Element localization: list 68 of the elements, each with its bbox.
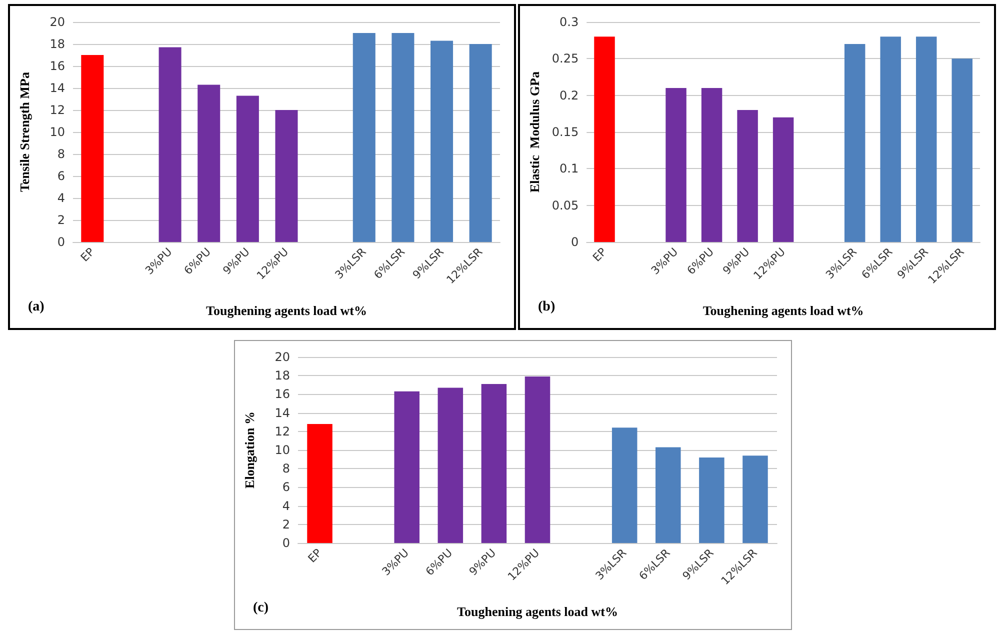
y-tick-label: 10 xyxy=(50,125,65,139)
bar xyxy=(469,44,492,242)
bar xyxy=(701,88,722,242)
text: (c) xyxy=(253,600,269,616)
bar xyxy=(656,447,681,543)
bar xyxy=(81,55,104,242)
y-tick-label: 14 xyxy=(50,81,65,95)
bar xyxy=(666,88,686,242)
y-tick-label: 10 xyxy=(274,443,290,457)
y-tick-label: 4 xyxy=(282,498,290,513)
x-tick-label: EP xyxy=(306,546,325,566)
bar xyxy=(392,33,414,242)
bar xyxy=(916,36,937,242)
bar xyxy=(158,47,182,242)
bar xyxy=(430,40,454,242)
y-tick-label: 0 xyxy=(570,235,579,249)
bar xyxy=(612,428,638,543)
bar xyxy=(236,96,259,242)
y-tick-label: 12 xyxy=(50,103,65,117)
bar xyxy=(438,388,464,543)
bar xyxy=(952,58,972,242)
bar xyxy=(394,391,420,543)
y-tick-label: 6 xyxy=(282,480,290,494)
y-tick-label: 0 xyxy=(282,536,290,550)
bar xyxy=(699,457,724,543)
y-tick-label: 18 xyxy=(50,37,65,51)
y-tick-label: 20 xyxy=(50,15,65,29)
y-tick-label: 14 xyxy=(274,406,290,420)
y-tick-label: 16 xyxy=(274,387,290,402)
y-tick-label: 16 xyxy=(50,59,65,73)
x-axis-title: Toughening agents load wt% xyxy=(702,303,864,318)
y-tick-label: 0.1 xyxy=(560,162,579,176)
bar xyxy=(481,384,507,543)
y-tick-label: 0.25 xyxy=(552,52,579,66)
x-tick-label: EP xyxy=(78,245,98,264)
y-tick-label: 4 xyxy=(57,191,65,205)
bar xyxy=(198,84,220,242)
bar xyxy=(844,44,866,242)
y-axis-title: Elongation % xyxy=(242,412,257,488)
y-tick-label: 2 xyxy=(57,213,65,227)
y-tick-label: 0 xyxy=(57,235,65,249)
bar xyxy=(737,110,758,242)
y-tick-label: 0.05 xyxy=(552,198,579,212)
y-tick-label: 18 xyxy=(274,368,290,383)
bar xyxy=(352,33,376,242)
bar xyxy=(772,117,794,242)
y-tick-label: 0.3 xyxy=(560,15,579,29)
bar xyxy=(275,110,298,242)
bar xyxy=(880,36,901,242)
x-tick-label: EP xyxy=(590,245,610,264)
bar xyxy=(742,456,768,543)
y-tick-label: 8 xyxy=(282,462,290,476)
y-tick-label: 8 xyxy=(57,147,65,161)
y-tick-label: 12 xyxy=(274,424,290,438)
x-axis-title: Toughening agents load wt% xyxy=(206,303,367,318)
text: (b) xyxy=(538,300,556,314)
y-tick-label: 0.2 xyxy=(560,88,579,102)
bar xyxy=(594,36,615,242)
y-tick-label: 2 xyxy=(282,517,290,532)
y-tick-label: 6 xyxy=(57,169,65,183)
x-axis-title: Toughening agents load wt% xyxy=(457,604,618,619)
bar xyxy=(524,376,550,543)
bar xyxy=(307,424,332,543)
y-tick-label: 20 xyxy=(274,350,290,364)
y-tick-label: 0.15 xyxy=(552,125,579,139)
y-axis-title: Tensile Strength MPa xyxy=(17,72,32,192)
text: (a) xyxy=(28,300,45,314)
y-axis-title: Elastic Modulus GPa xyxy=(527,71,542,192)
